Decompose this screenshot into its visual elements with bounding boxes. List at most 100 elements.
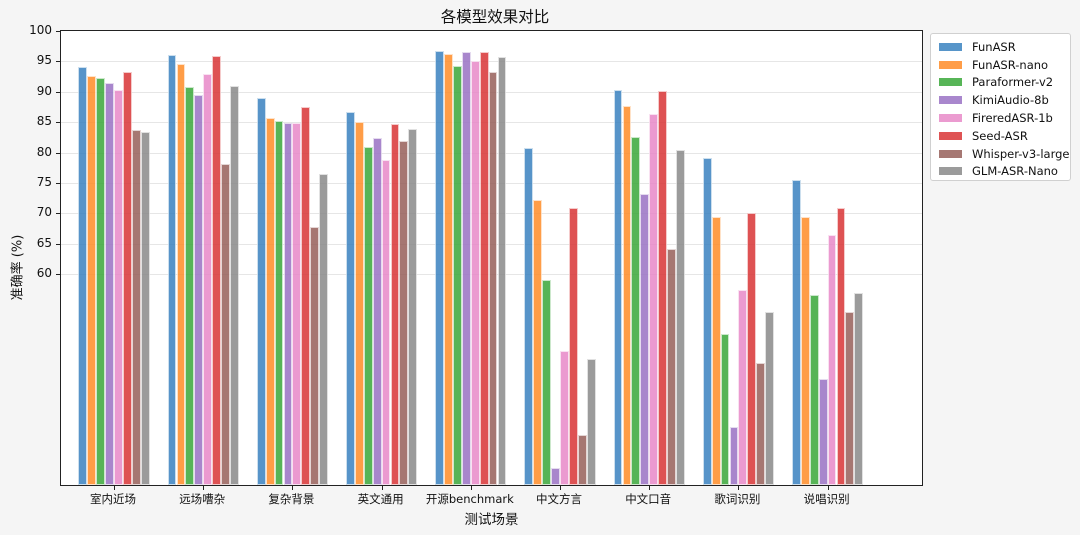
- bar-fireredasr-1b: [292, 123, 302, 485]
- bar-funasr: [167, 55, 177, 485]
- legend-item: FunASR: [939, 38, 1070, 56]
- y-tick-label: 85: [36, 114, 52, 129]
- bar-kimiaudio-8b: [729, 426, 739, 485]
- legend-item: KimiAudio-8b: [939, 91, 1070, 109]
- x-tick-label: 说唱识别: [803, 492, 850, 506]
- legend-swatch: [939, 60, 962, 69]
- bar-paraformer-v2: [809, 295, 819, 485]
- bar-glm-asr-nano: [854, 292, 864, 485]
- legend-item: Paraformer-v2: [939, 74, 1070, 92]
- bar-seed-asr: [122, 72, 132, 485]
- bar-fireredasr-1b: [470, 60, 480, 485]
- bar-paraformer-v2: [274, 120, 284, 485]
- bar-kimiaudio-8b: [194, 95, 204, 485]
- legend-item: FunASR-nano: [939, 56, 1070, 74]
- x-tick-label: 开源benchmark: [425, 492, 514, 506]
- bar-funasr-nano: [354, 122, 364, 485]
- bar-fireredasr-1b: [203, 74, 213, 485]
- y-tick-label: 90: [36, 83, 52, 98]
- legend: FunASR FunASR-nano Paraformer-v2 KimiAudio-…: [930, 33, 1071, 181]
- bar-funasr-nano: [444, 53, 453, 485]
- x-tick-label: 复杂背景: [268, 492, 315, 506]
- bar-fireredasr-1b: [381, 160, 391, 485]
- bar-funasr: [613, 89, 623, 485]
- bar-glm-asr-nano: [319, 174, 328, 485]
- legend-label: Whisper-v3-large: [972, 146, 1070, 161]
- legend-item: Whisper-v3-large: [939, 145, 1070, 163]
- legend-item: GLM-ASR-Nano: [939, 163, 1070, 181]
- y-tick-label: 60: [36, 266, 52, 281]
- plot-area: [56, 30, 923, 490]
- bar-glm-asr-nano: [497, 56, 507, 485]
- bar-fireredasr-1b: [649, 114, 659, 485]
- bar-paraformer-v2: [542, 279, 552, 485]
- y-tick: [56, 91, 61, 93]
- bar-kimiaudio-8b: [105, 83, 114, 485]
- bar-fireredasr-1b: [827, 235, 837, 485]
- x-tick-label: 英文通用: [357, 492, 404, 506]
- bar-seed-asr: [747, 213, 757, 485]
- bar-glm-asr-nano: [408, 128, 418, 485]
- legend-label: Seed-ASR: [972, 128, 1028, 143]
- bar-paraformer-v2: [453, 66, 462, 485]
- bar-funasr-nano: [533, 200, 543, 485]
- y-tick: [56, 31, 61, 32]
- bar-paraformer-v2: [185, 86, 195, 485]
- y-tick: [56, 122, 61, 124]
- y-tick-label: 75: [36, 175, 52, 189]
- bar-glm-asr-nano: [586, 359, 596, 485]
- bar-funasr: [256, 98, 266, 485]
- bar-seed-asr: [479, 52, 489, 485]
- bar-fireredasr-1b: [560, 350, 569, 485]
- x-axis-title: 测试场景: [464, 512, 519, 528]
- legend-swatch: [939, 114, 962, 123]
- gridline: [61, 61, 922, 63]
- y-tick: [56, 61, 61, 63]
- bar-whisper-v3-large: [488, 71, 498, 485]
- bar-whisper-v3-large: [221, 163, 230, 485]
- bar-kimiaudio-8b: [818, 379, 828, 485]
- legend-swatch: [939, 78, 962, 87]
- legend-item: FireredASR-1b: [939, 109, 1070, 127]
- x-tick-label: 远场嘈杂: [179, 492, 226, 506]
- y-tick: [56, 183, 61, 184]
- y-tick: [56, 152, 61, 154]
- x-tick: [203, 485, 205, 490]
- bar-funasr: [346, 112, 355, 485]
- bar-fireredasr-1b: [738, 290, 748, 485]
- legend-label: FunASR: [972, 39, 1016, 54]
- legend-label: KimiAudio-8b: [972, 93, 1049, 108]
- bar-whisper-v3-large: [399, 141, 409, 485]
- bar-glm-asr-nano: [229, 86, 239, 485]
- legend-swatch: [939, 149, 962, 158]
- bar-whisper-v3-large: [756, 362, 766, 485]
- y-tick-label: 65: [36, 235, 52, 250]
- x-tick-label: 歌词识别: [714, 492, 761, 506]
- bar-funasr: [435, 50, 445, 485]
- bar-whisper-v3-large: [310, 226, 320, 485]
- x-tick: [381, 485, 383, 490]
- legend-label: Paraformer-v2: [972, 75, 1054, 90]
- legend-item: Seed-ASR: [939, 127, 1070, 145]
- bar-funasr: [524, 148, 534, 485]
- y-tick: [56, 243, 61, 245]
- y-tick-label: 70: [36, 205, 52, 220]
- bar-funasr-nano: [176, 63, 186, 485]
- bar-paraformer-v2: [720, 334, 730, 485]
- legend-swatch: [939, 96, 962, 105]
- legend-swatch: [939, 167, 962, 176]
- legend-swatch: [939, 42, 962, 51]
- x-tick: [560, 485, 561, 490]
- bar-funasr-nano: [87, 75, 97, 485]
- bar-kimiaudio-8b: [461, 52, 471, 485]
- bar-kimiaudio-8b: [372, 138, 382, 485]
- bar-glm-asr-nano: [765, 312, 774, 485]
- legend-label: FunASR-nano: [972, 57, 1049, 72]
- y-tick: [56, 213, 61, 215]
- bar-kimiaudio-8b: [640, 194, 650, 485]
- bar-funasr: [702, 157, 712, 485]
- x-tick: [114, 485, 115, 490]
- bar-seed-asr: [301, 106, 311, 485]
- legend-swatch: [939, 131, 962, 140]
- x-tick: [738, 485, 740, 490]
